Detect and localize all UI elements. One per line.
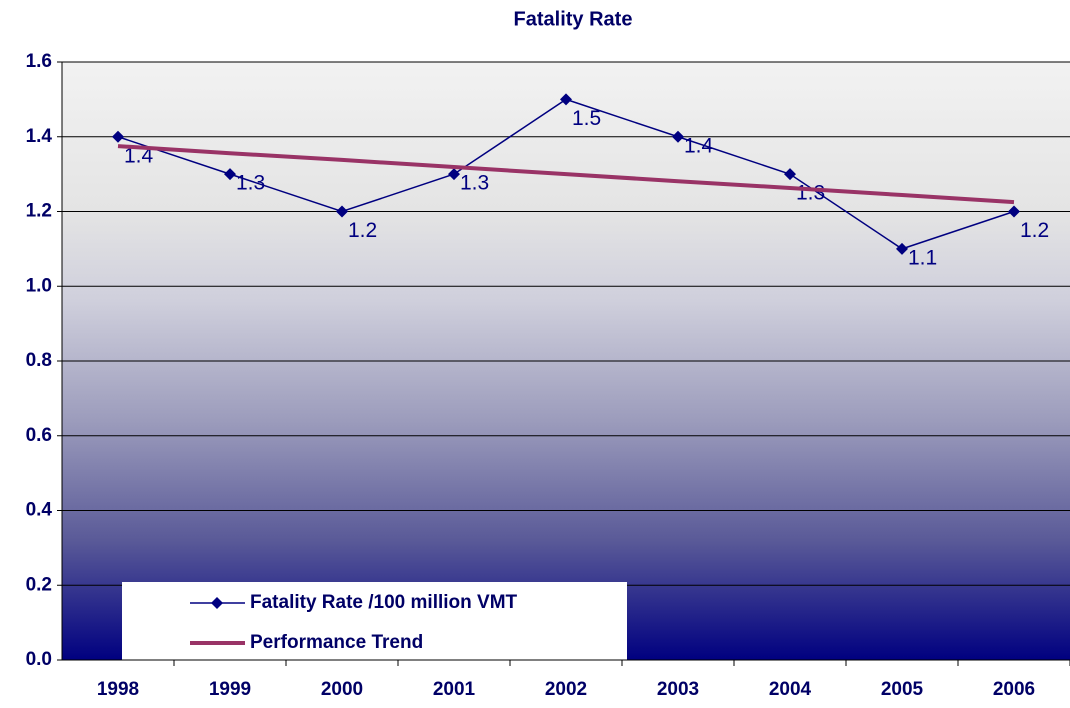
x-tick-label: 1999 <box>209 679 251 700</box>
x-tick-label: 2003 <box>657 679 699 700</box>
x-tick-label: 2002 <box>545 679 587 700</box>
marker <box>336 205 348 218</box>
marker <box>224 168 236 181</box>
y-tick-label: 0.2 <box>26 574 52 595</box>
series-line <box>117 144 1015 205</box>
data-label: 1.4 <box>684 134 714 157</box>
y-tick-label: 0.8 <box>26 350 52 371</box>
y-tick-label: 0.6 <box>26 425 52 446</box>
y-tick-label: 0.0 <box>26 649 52 670</box>
x-tick-label: 2000 <box>321 679 363 700</box>
data-label: 1.2 <box>1020 219 1049 242</box>
chart-title: Fatality Rate <box>514 8 633 30</box>
y-tick-label: 1.2 <box>26 201 52 222</box>
y-tick-label: 0.4 <box>26 500 53 521</box>
marker <box>112 130 124 143</box>
data-label: 1.3 <box>460 172 489 195</box>
data-label: 1.5 <box>572 107 601 130</box>
legend-marker <box>211 597 223 609</box>
marker <box>784 168 796 181</box>
data-label: 1.3 <box>236 172 265 195</box>
x-tick-label: 2006 <box>993 679 1035 700</box>
x-tick-label: 1998 <box>97 679 139 700</box>
x-tick-label: 2004 <box>769 679 812 700</box>
x-tick-label: 2005 <box>881 679 924 700</box>
y-tick-label: 1.0 <box>26 275 52 296</box>
marker <box>896 242 908 255</box>
x-tick-label: 2001 <box>433 679 476 700</box>
legend-box <box>122 582 627 660</box>
y-tick-label: 1.6 <box>26 51 52 72</box>
y-tick-label: 1.4 <box>26 126 53 147</box>
data-label: 1.2 <box>348 219 377 242</box>
data-label: 1.4 <box>124 144 154 167</box>
marker <box>672 130 684 143</box>
data-label: 1.3 <box>796 182 825 205</box>
legend-label: Performance Trend <box>250 632 423 653</box>
marker <box>560 93 572 106</box>
marker <box>448 168 460 181</box>
marker <box>1008 205 1020 218</box>
legend-label: Fatality Rate /100 million VMT <box>250 592 518 613</box>
data-label: 1.1 <box>908 246 937 269</box>
